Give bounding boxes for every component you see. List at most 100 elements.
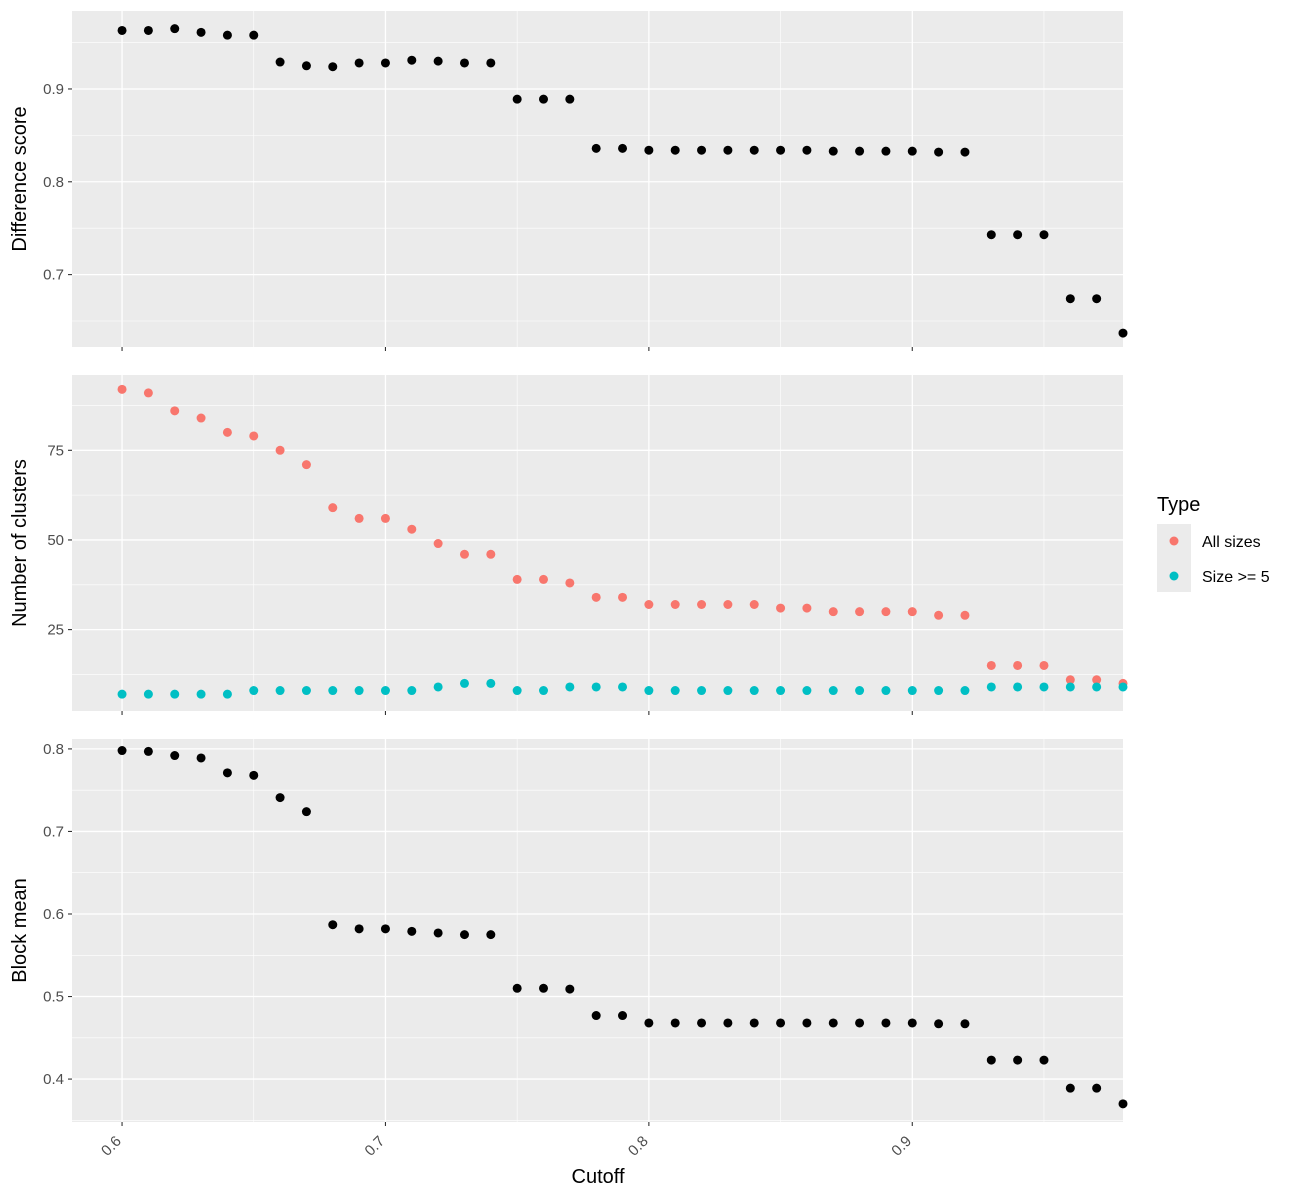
data-point <box>802 145 812 155</box>
data-point <box>380 58 390 68</box>
data-point <box>512 574 522 584</box>
panel-3: 0.4 0.5 0.6 0.7 0.8 0.6 0.7 0.8 0.9 Block mean <box>9 739 1128 1160</box>
data-point <box>1039 682 1049 692</box>
legend-dot-size-5 <box>1169 571 1179 581</box>
data-point <box>934 147 944 157</box>
data-point <box>380 513 390 523</box>
data-point <box>433 928 443 938</box>
data-point <box>196 27 206 37</box>
data-point <box>618 1011 628 1021</box>
data-point <box>1065 294 1075 304</box>
data-point <box>1065 675 1075 685</box>
series-1 <box>117 746 1128 1109</box>
data-point <box>433 539 443 549</box>
data-point <box>1039 230 1049 240</box>
data-point <box>591 1011 601 1021</box>
data-point <box>301 686 311 696</box>
panels: 0.7 0.8 0.9 Difference score 25 50 75 Number of… <box>9 11 1128 1160</box>
panel-1: 0.7 0.8 0.9 Difference score <box>9 11 1128 351</box>
data-point <box>249 431 259 441</box>
data-point <box>380 686 390 696</box>
data-point <box>934 1019 944 1029</box>
data-point <box>828 1018 838 1028</box>
data-point <box>565 984 575 994</box>
legend-dot-all-sizes <box>1169 536 1179 546</box>
panel-background <box>72 739 1123 1122</box>
data-point <box>196 753 206 763</box>
data-point <box>222 768 232 778</box>
data-point <box>723 145 733 155</box>
data-point <box>907 607 917 617</box>
data-point <box>670 686 680 696</box>
data-point <box>1092 675 1102 685</box>
data-point <box>196 413 206 423</box>
y-tick-label: 75 <box>47 442 64 459</box>
y-tick-label: 0.8 <box>43 741 64 758</box>
x-tick-label: 0.8 <box>625 1133 652 1160</box>
data-point <box>301 460 311 470</box>
data-point <box>855 146 865 156</box>
data-point <box>275 793 285 803</box>
data-point <box>1118 682 1128 692</box>
data-point <box>143 388 153 398</box>
data-point <box>539 94 549 104</box>
data-point <box>776 686 786 696</box>
y-axis-title: Block mean <box>9 878 31 983</box>
data-point <box>697 686 707 696</box>
legend-title: Type <box>1157 494 1200 516</box>
data-point <box>433 56 443 66</box>
data-point <box>459 549 469 559</box>
series-1 <box>117 24 1128 338</box>
data-point <box>275 686 285 696</box>
data-point <box>618 592 628 602</box>
y-tick-label: 0.4 <box>43 1071 64 1088</box>
data-point <box>776 603 786 613</box>
data-point <box>1118 1099 1128 1109</box>
data-point <box>249 686 259 696</box>
data-point <box>170 689 180 699</box>
data-point <box>222 689 232 699</box>
data-point <box>591 143 601 153</box>
panel-background <box>72 11 1123 347</box>
data-point <box>697 145 707 155</box>
data-point <box>539 983 549 993</box>
data-point <box>934 686 944 696</box>
panel-2: 25 50 75 Number of clusters <box>9 375 1128 715</box>
data-point <box>565 682 575 692</box>
data-point <box>723 1018 733 1028</box>
y-tick-label: 50 <box>47 532 64 549</box>
x-tick-label: 0.9 <box>888 1133 915 1160</box>
data-point <box>802 1018 812 1028</box>
data-point <box>670 599 680 609</box>
data-point <box>1065 1083 1075 1093</box>
data-point <box>1039 1055 1049 1065</box>
data-point <box>802 603 812 613</box>
data-point <box>1065 682 1075 692</box>
data-point <box>855 607 865 617</box>
data-point <box>828 146 838 156</box>
data-point <box>170 24 180 34</box>
data-point <box>1039 660 1049 670</box>
data-point <box>249 30 259 40</box>
data-point <box>117 746 127 756</box>
data-point <box>855 1018 865 1028</box>
y-axis-title: Number of clusters <box>9 459 31 627</box>
data-point <box>776 1018 786 1028</box>
data-point <box>907 146 917 156</box>
y-tick-label: 0.7 <box>43 267 64 284</box>
data-point <box>697 599 707 609</box>
data-point <box>407 686 417 696</box>
data-point <box>301 61 311 71</box>
data-point <box>749 145 759 155</box>
data-point <box>565 578 575 588</box>
y-tick-label: 0.6 <box>43 906 64 923</box>
data-point <box>591 682 601 692</box>
data-point <box>960 686 970 696</box>
data-point <box>1013 230 1023 240</box>
data-point <box>1092 1083 1102 1093</box>
data-point <box>1013 1055 1023 1065</box>
data-point <box>512 94 522 104</box>
data-point <box>723 686 733 696</box>
x-tick-label: 0.7 <box>362 1133 389 1160</box>
